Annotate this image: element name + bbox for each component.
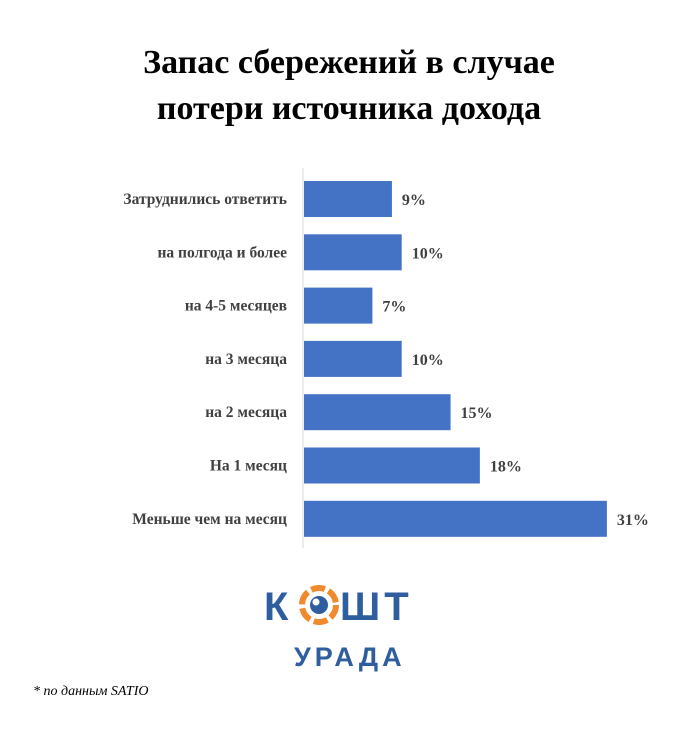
- bar-2: [304, 234, 402, 271]
- category-label-5: на 2 месяца: [205, 404, 287, 421]
- value-label-5: 15%: [461, 405, 493, 422]
- value-label-7: 31%: [617, 512, 649, 529]
- kosht-urada-logo: К ШТ УРАДА: [264, 585, 413, 672]
- value-label-1: 9%: [402, 192, 426, 209]
- value-label-6: 18%: [490, 459, 522, 476]
- category-label-6: На 1 месяц: [210, 458, 287, 475]
- logo-letters-sht: ШТ: [340, 585, 413, 629]
- bar-5: [304, 394, 451, 431]
- logo-urada: УРАДА: [294, 642, 406, 672]
- bars-group: [304, 181, 607, 537]
- category-label-4: на 3 месяца: [205, 351, 287, 368]
- bar-1: [304, 181, 392, 217]
- logo-letter-k: К: [264, 585, 292, 629]
- value-label-2: 10%: [412, 245, 444, 262]
- chart-title-line-2: потери источника дохода: [156, 90, 542, 127]
- category-label-1: Затруднились ответить: [123, 191, 287, 208]
- bar-6: [304, 447, 480, 484]
- source-footnote: * по данным SATIO: [33, 684, 149, 699]
- coin-icon: [299, 585, 339, 625]
- value-label-3: 7%: [382, 299, 406, 316]
- value-label-4: 10%: [412, 352, 444, 369]
- chart-title: Запас сбережений в случае потери источни…: [0, 40, 698, 132]
- value-labels-group: 9% 10% 7% 10% 15% 18% 31%: [382, 192, 648, 529]
- chart-title-line-1: Запас сбережений в случае: [143, 44, 555, 81]
- bar-7: [304, 500, 607, 537]
- category-label-2: на полгода и более: [157, 244, 287, 261]
- bar-4: [304, 340, 402, 377]
- category-labels-group: Затруднились ответить на полгода и более н…: [123, 191, 287, 528]
- category-label-7: Меньше чем на месяц: [132, 511, 287, 528]
- category-label-3: на 4-5 месяцев: [185, 298, 287, 315]
- bar-3: [304, 287, 373, 324]
